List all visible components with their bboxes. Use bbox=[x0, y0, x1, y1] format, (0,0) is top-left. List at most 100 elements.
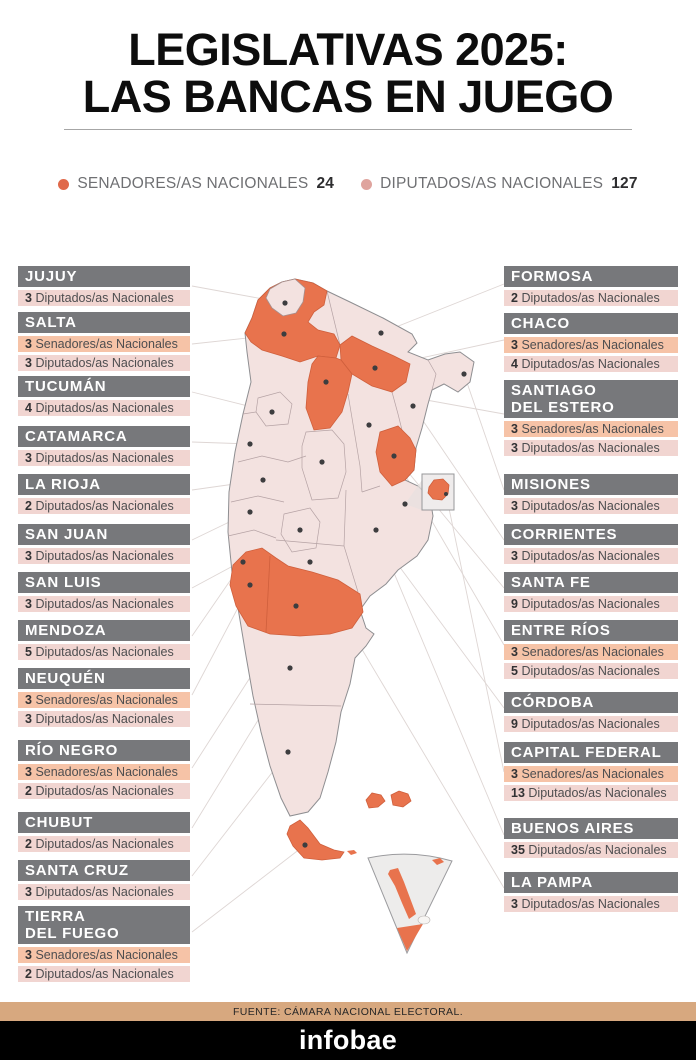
seat-label: Diputados/as Nacionales bbox=[35, 645, 174, 659]
deputies-seat-row: 2 Diputados/as Nacionales bbox=[18, 966, 190, 982]
page-title-line2: LAS BANCAS EN JUEGO bbox=[82, 71, 614, 122]
province-name-line: JUJUY bbox=[25, 268, 78, 285]
isla-de-los-estados bbox=[347, 850, 357, 855]
seat-label: Diputados/as Nacionales bbox=[35, 885, 174, 899]
province-name-bar: MISIONES bbox=[504, 474, 678, 495]
antarctic-peninsula bbox=[388, 868, 416, 919]
province-name-bar: SAN JUAN bbox=[18, 524, 190, 545]
seat-label: Diputados/as Nacionales bbox=[521, 717, 660, 731]
province-name-bar: TUCUMÁN bbox=[18, 376, 190, 397]
province-label-salta: SALTA 3 Senadores/as Nacionales 3 Diputado… bbox=[18, 312, 190, 371]
province-tierra-del-fuego bbox=[286, 819, 345, 861]
deputies-seat-row: 3 Diputados/as Nacionales bbox=[18, 355, 190, 371]
seat-count: 2 bbox=[25, 499, 32, 513]
province-name-line: LA RIOJA bbox=[25, 476, 101, 493]
seat-label: Diputados/as Nacionales bbox=[521, 357, 660, 371]
seat-label: Diputados/as Nacionales bbox=[521, 897, 660, 911]
deputies-seat-row: 4 Diputados/as Nacionales bbox=[504, 356, 678, 372]
province-name-line: RÍO NEGRO bbox=[25, 742, 119, 759]
antarctic-coast-bit bbox=[432, 858, 444, 865]
province-name-line: DEL FUEGO bbox=[25, 925, 120, 942]
brand-bar: infobae bbox=[0, 1021, 696, 1060]
seat-count: 3 bbox=[511, 441, 518, 455]
province-name-bar: FORMOSA bbox=[504, 266, 678, 287]
province-name-line: CAPITAL FEDERAL bbox=[511, 744, 662, 761]
seat-label: Diputados/as Nacionales bbox=[35, 837, 174, 851]
senators-seat-row: 3 Senadores/as Nacionales bbox=[18, 692, 190, 708]
province-name-bar: MENDOZA bbox=[18, 620, 190, 641]
province-name-line: TUCUMÁN bbox=[25, 378, 107, 395]
province-name-bar: RÍO NEGRO bbox=[18, 740, 190, 761]
seat-label: Diputados/as Nacionales bbox=[521, 664, 660, 678]
deputies-seat-row: 9 Diputados/as Nacionales bbox=[504, 716, 678, 732]
deputies-seat-row: 4 Diputados/as Nacionales bbox=[18, 400, 190, 416]
seat-label: Diputados/as Nacionales bbox=[35, 712, 174, 726]
source-text: FUENTE: CÁMARA NACIONAL ELECTORAL. bbox=[232, 1005, 464, 1018]
province-label-corrientes: CORRIENTES 3 Diputados/as Nacionales bbox=[504, 524, 678, 564]
seat-label: Diputados/as Nacionales bbox=[528, 786, 667, 800]
province-borders bbox=[227, 290, 437, 707]
senators-seat-row: 3 Senadores/as Nacionales bbox=[18, 947, 190, 963]
seat-count: 3 bbox=[511, 338, 518, 352]
deputies-seat-row: 9 Diputados/as Nacionales bbox=[504, 596, 678, 612]
deputies-seat-row: 3 Diputados/as Nacionales bbox=[18, 450, 190, 466]
seat-count: 3 bbox=[25, 948, 32, 962]
province-name-line: SANTIAGO bbox=[511, 382, 597, 399]
province-name-bar: SAN LUIS bbox=[18, 572, 190, 593]
province-label-capital-federal: CAPITAL FEDERAL 3 Senadores/as Nacionales… bbox=[504, 742, 678, 801]
seat-label: Diputados/as Nacionales bbox=[35, 967, 174, 981]
seat-label: Senadores/as Nacionales bbox=[35, 948, 178, 962]
senators-seat-row: 3 Senadores/as Nacionales bbox=[504, 766, 678, 782]
province-name-bar: ENTRE RÍOS bbox=[504, 620, 678, 641]
legend-senators-value: 24 bbox=[316, 175, 335, 192]
province-label-san-luis: SAN LUIS 3 Diputados/as Nacionales bbox=[18, 572, 190, 612]
malvinas-east-island bbox=[390, 790, 412, 808]
province-name-bar: CATAMARCA bbox=[18, 426, 190, 447]
seat-count: 3 bbox=[25, 356, 32, 370]
legend-senators-label: SENADORES/AS NACIONALES bbox=[77, 175, 309, 192]
province-neuquen-rio-negro bbox=[229, 547, 364, 637]
seat-count: 4 bbox=[511, 357, 518, 371]
province-label-la-rioja: LA RIOJA 2 Diputados/as Nacionales bbox=[18, 474, 190, 514]
seat-count: 3 bbox=[511, 767, 518, 781]
seat-label: Diputados/as Nacionales bbox=[521, 441, 660, 455]
seat-count: 13 bbox=[511, 786, 525, 800]
seat-count: 5 bbox=[25, 645, 32, 659]
province-name-line: CHACO bbox=[511, 315, 570, 332]
province-name-bar: SANTIAGO DEL ESTERO bbox=[504, 380, 678, 418]
deputies-seat-row: 3 Diputados/as Nacionales bbox=[504, 498, 678, 514]
seat-count: 2 bbox=[25, 837, 32, 851]
deputies-seat-row: 3 Diputados/as Nacionales bbox=[18, 548, 190, 564]
seat-count: 3 bbox=[25, 712, 32, 726]
province-label-mendoza: MENDOZA 5 Diputados/as Nacionales bbox=[18, 620, 190, 660]
legend-deputies: DIPUTADOS/AS NACIONALES 127 bbox=[361, 175, 638, 193]
seat-label: Senadores/as Nacionales bbox=[521, 338, 664, 352]
senators-seat-row: 3 Senadores/as Nacionales bbox=[504, 337, 678, 353]
seat-count: 3 bbox=[25, 451, 32, 465]
province-label-rio-negro: RÍO NEGRO 3 Senadores/as Nacionales 2 Dipu… bbox=[18, 740, 190, 799]
deputies-dot-icon bbox=[361, 178, 373, 190]
seat-label: Diputados/as Nacionales bbox=[35, 401, 174, 415]
country-silhouette bbox=[227, 278, 475, 817]
seat-label: Senadores/as Nacionales bbox=[521, 422, 664, 436]
province-label-chaco: CHACO 3 Senadores/as Nacionales 4 Diputado… bbox=[504, 313, 678, 372]
seat-label: Diputados/as Nacionales bbox=[521, 549, 660, 563]
page-title-line1: LEGISLATIVAS 2025: bbox=[128, 24, 568, 75]
province-name-line: SANTA CRUZ bbox=[25, 862, 129, 879]
province-name-line: DEL ESTERO bbox=[511, 399, 615, 416]
province-label-catamarca: CATAMARCA 3 Diputados/as Nacionales bbox=[18, 426, 190, 466]
deputies-seat-row: 5 Diputados/as Nacionales bbox=[18, 644, 190, 660]
province-label-entre-rios: ENTRE RÍOS 3 Senadores/as Nacionales 5 Dip… bbox=[504, 620, 678, 679]
seat-count: 3 bbox=[511, 422, 518, 436]
legend-senators: SENADORES/AS NACIONALES 24 bbox=[58, 175, 334, 193]
senators-dot-icon bbox=[58, 178, 70, 190]
province-name-bar: CORRIENTES bbox=[504, 524, 678, 545]
legend-deputies-value: 127 bbox=[611, 175, 638, 192]
seat-label: Diputados/as Nacionales bbox=[528, 843, 667, 857]
deputies-seat-row: 3 Diputados/as Nacionales bbox=[504, 440, 678, 456]
seat-label: Senadores/as Nacionales bbox=[521, 767, 664, 781]
seat-count: 3 bbox=[511, 897, 518, 911]
seat-count: 3 bbox=[25, 765, 32, 779]
infobae-logo: infobae bbox=[298, 1025, 398, 1055]
province-label-jujuy: JUJUY 3 Diputados/as Nacionales bbox=[18, 266, 190, 306]
